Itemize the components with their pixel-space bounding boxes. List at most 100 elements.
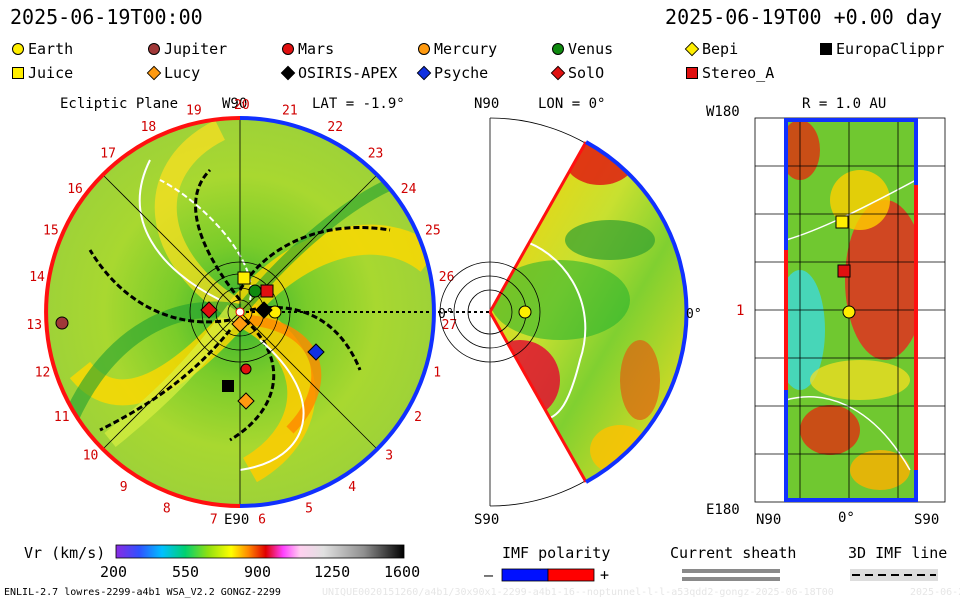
colorbar-tick-1600: 1600: [384, 563, 421, 581]
circle-icon: [552, 43, 564, 55]
current-sheath-line-1: [682, 569, 780, 573]
sun-marker: [235, 307, 245, 317]
carrington-label: 10: [83, 449, 99, 464]
carrington-label: 4: [348, 480, 356, 495]
venus-marker: [248, 284, 262, 298]
sphere-earth-marker: [842, 305, 856, 319]
carrington-label: 23: [368, 147, 384, 162]
legend-item-europaclippr: EuropaClippr: [820, 40, 944, 58]
legend-label: Psyche: [434, 64, 489, 82]
legend-item-mars: Mars: [282, 40, 334, 58]
ecliptic-zero-label: 0°: [438, 307, 454, 322]
carrington-label: 17: [100, 147, 116, 162]
legend-label: Mercury: [434, 40, 498, 58]
legend-item-osiris-apex: OSIRIS-APEX: [280, 64, 398, 82]
legend-label: OSIRIS-APEX: [298, 64, 398, 82]
carrington-label: 9: [120, 480, 128, 495]
legend-item-mercury: Mercury: [418, 40, 497, 58]
colorbar-tick-550: 550: [172, 563, 200, 581]
meridional-plane-plot: 0°: [439, 117, 702, 507]
carrington-label: 25: [425, 224, 441, 239]
meridional-earth-marker: [518, 305, 532, 319]
imf-3d-label: 3D IMF line: [848, 544, 948, 562]
square-icon: [12, 67, 24, 79]
legend-label: Bepi: [702, 40, 739, 58]
solo-marker: [200, 301, 218, 319]
carrington-label: 27: [442, 318, 458, 333]
earth-marker: [268, 305, 282, 319]
carrington-label: 5: [305, 502, 313, 517]
carrington-label: 22: [327, 120, 343, 135]
sphere-map-plot: [754, 117, 946, 503]
legend-label: SolO: [568, 64, 605, 82]
imf-polarity-label: IMF polarity: [502, 544, 611, 562]
circle-icon: [418, 43, 430, 55]
legend-item-earth: Earth: [12, 40, 73, 58]
jupiter-marker: [55, 316, 69, 330]
sphere-bottom-left-label: E180: [706, 502, 740, 518]
sphere-juice-marker: [835, 215, 849, 229]
meridional-zero-label: 0°: [686, 307, 702, 322]
ecliptic-plane-plot: 20 21222324252627123456789101112131415161…: [26, 98, 490, 528]
carrington-label: 16: [67, 182, 83, 197]
imf-minus-swatch: [501, 568, 549, 582]
sphere-title: R = 1.0 AU: [802, 96, 887, 112]
footer-model: ENLIL-2.7 lowres-2299-a4b1 WSA_V2.2 GONG…: [4, 587, 281, 598]
carrington-label: 15: [43, 224, 59, 239]
colorbar-tick-200: 200: [100, 563, 128, 581]
legend-label: Venus: [568, 40, 614, 58]
carrington-label: 19: [186, 104, 202, 119]
legend-label: Mars: [298, 40, 335, 58]
legend-label: EuropaClippr: [836, 40, 945, 58]
europa-clipper-marker: [222, 380, 234, 392]
legend-item-lucy: Lucy: [146, 64, 201, 82]
carrington-label: 11: [54, 410, 70, 425]
legend-item-psyche: Psyche: [416, 64, 489, 82]
stereo-a-marker: [260, 284, 274, 298]
imf-plus-swatch: [547, 568, 595, 582]
legend-item-venus: Venus: [552, 40, 613, 58]
carrington-label: 2: [414, 410, 422, 425]
meridional-lon-label: LON = 0°: [538, 96, 606, 112]
footer-run-id: UNIQUE0020151260/a4b1/30x90x1-2299-a4b1-…: [322, 587, 834, 598]
timestamp-right: 2025-06-19T00 +0.00 day: [665, 5, 942, 29]
vr-colorbar: [115, 544, 405, 559]
legend-label: Lucy: [164, 64, 201, 82]
legend-item-jupiter: Jupiter: [148, 40, 227, 58]
square-icon: [686, 67, 698, 79]
meridional-top-label: N90: [474, 96, 500, 112]
ecliptic-top-label: W90: [222, 96, 248, 112]
legend-label: Stereo_A: [702, 64, 775, 82]
sphere-mid-left-label: 1: [736, 303, 745, 319]
colorbar-tick-900: 900: [244, 563, 272, 581]
sphere-bottom-label-zero: 0°: [838, 510, 855, 526]
lucy-marker: [237, 392, 255, 410]
ecliptic-lat-label: LAT = -1.9°: [312, 96, 405, 112]
colorbar-label: Vr (km/s): [24, 544, 106, 562]
circle-icon: [12, 43, 24, 55]
carrington-label: 12: [35, 366, 51, 381]
sphere-bottom-label-n90: N90: [756, 512, 782, 528]
carrington-label: 14: [29, 270, 45, 285]
legend-item-bepi: Bepi: [684, 40, 739, 58]
osiris-apex-marker: [255, 301, 273, 319]
carrington-label: 20: [234, 98, 250, 113]
carrington-label: 21: [282, 104, 298, 119]
legend-label: Juice: [28, 64, 74, 82]
colorbar-tick-1250: 1250: [314, 563, 351, 581]
legend-item-solo: SolO: [550, 64, 605, 82]
meridional-bottom-label: S90: [474, 512, 500, 528]
legend-label: Jupiter: [164, 40, 228, 58]
carrington-label: 6: [258, 513, 266, 528]
carrington-label: 13: [26, 318, 42, 333]
lucy-inner-marker: [231, 315, 249, 333]
legend-label: Earth: [28, 40, 74, 58]
timestamp-left: 2025-06-19T00:00: [10, 5, 203, 29]
imf-plus-label: +: [600, 566, 610, 584]
carrington-label: 24: [401, 182, 417, 197]
legend-item-juice: Juice: [12, 64, 73, 82]
carrington-label: 18: [141, 120, 157, 135]
sphere-bottom-label-s90: S90: [914, 512, 940, 528]
psyche-marker: [307, 343, 325, 361]
